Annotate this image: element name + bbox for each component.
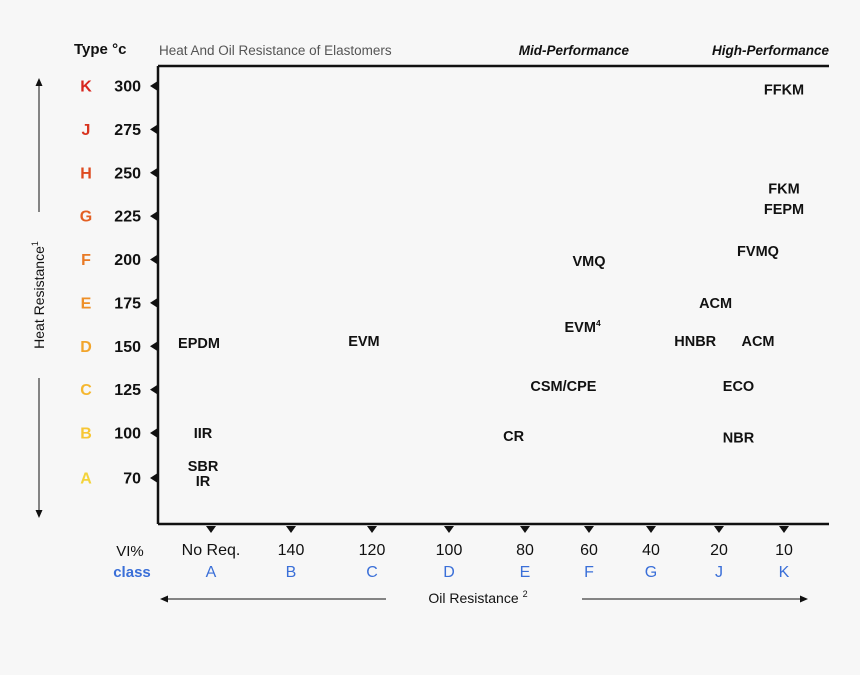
- x-class-label: J: [715, 564, 723, 581]
- y-axis-ticks: K 300 J 275 H 250 G 225 F 200 E 175 D 150 C 125 B 100 A 70: [80, 79, 157, 488]
- y-tick-marker: [150, 81, 157, 91]
- y-temp-label: 100: [114, 426, 141, 443]
- y-tick-marker: [150, 428, 157, 438]
- y-tick-marker: [150, 473, 157, 483]
- x-row-label-vi: VI%: [116, 543, 144, 560]
- x-tick-marker: [520, 526, 530, 533]
- x-vi-label: 20: [710, 542, 728, 559]
- x-tick-marker: [714, 526, 724, 533]
- x-vi-label: 140: [278, 542, 305, 559]
- elastomer-label: FFKM: [764, 82, 804, 98]
- data-points: FFKM FKM FEPM FVMQ VMQ ACM EVM4 HNBR ACM EPDM EVM C…: [178, 82, 804, 490]
- y-temp-label: 70: [123, 471, 141, 488]
- elastomer-label: ACM: [741, 334, 774, 350]
- x-tick-marker: [779, 526, 789, 533]
- elastomer-label: FKM: [768, 181, 799, 197]
- x-tick-marker: [367, 526, 377, 533]
- x-axis-ticks: No Req. A 140 B 120 C 100 D 80 E 60 F 40 G 20 J 10 K: [182, 526, 793, 581]
- y-type-label: H: [80, 165, 92, 182]
- y-type-label: F: [81, 252, 91, 269]
- elastomer-label: CR: [503, 429, 524, 445]
- x-class-label: E: [520, 564, 531, 581]
- y-axis-title: Heat Resistance1: [30, 241, 47, 349]
- y-tick-marker: [150, 255, 157, 264]
- elastomer-label: EPDM: [178, 336, 220, 352]
- heat-resistance-arrow: [35, 78, 43, 518]
- elastomer-label: ACM: [699, 296, 732, 312]
- x-vi-label: 120: [359, 542, 386, 559]
- chart-title: Heat And Oil Resistance of Elastomers: [159, 43, 392, 58]
- x-class-label: D: [443, 564, 455, 581]
- y-temp-label: 200: [114, 252, 141, 269]
- y-tick-marker: [150, 385, 157, 395]
- x-vi-label: 100: [436, 542, 463, 559]
- x-tick-marker: [206, 526, 216, 533]
- x-vi-label: 10: [775, 542, 793, 559]
- y-temp-label: 125: [114, 382, 141, 399]
- x-tick-marker: [584, 526, 594, 533]
- x-vi-label: 80: [516, 542, 534, 559]
- elastomer-label: IR: [196, 474, 211, 490]
- x-vi-label: No Req.: [182, 542, 241, 559]
- y-tick-marker: [150, 341, 157, 351]
- y-temp-label: 250: [114, 165, 141, 182]
- y-temp-label: 275: [114, 122, 141, 139]
- y-tick-marker: [150, 298, 157, 308]
- y-type-label: D: [80, 339, 92, 356]
- y-type-label: B: [80, 426, 92, 443]
- elastomer-label: HNBR: [674, 334, 716, 350]
- x-class-label: G: [645, 564, 657, 581]
- y-tick-marker: [150, 211, 157, 221]
- y-type-label: K: [80, 79, 92, 96]
- y-type-label: A: [80, 471, 92, 488]
- y-tick-marker: [150, 124, 157, 134]
- y-tick-marker: [150, 168, 157, 178]
- x-class-label: C: [366, 564, 378, 581]
- x-class-label: K: [779, 564, 790, 581]
- x-tick-marker: [286, 526, 296, 533]
- elastomer-label: VMQ: [572, 254, 605, 270]
- elastomer-label: ECO: [723, 379, 754, 395]
- elastomer-label: EVM: [348, 334, 379, 350]
- elastomer-label: FVMQ: [737, 244, 779, 260]
- x-class-label: A: [206, 564, 217, 581]
- x-tick-marker: [444, 526, 454, 533]
- x-class-label: B: [286, 564, 297, 581]
- x-class-label: F: [584, 564, 594, 581]
- header-type-label: Type °c: [74, 41, 126, 58]
- header-mid-performance: Mid-Performance: [519, 43, 630, 58]
- oil-resistance-arrow: [160, 595, 808, 603]
- y-temp-label: 175: [114, 295, 141, 312]
- x-tick-marker: [646, 526, 656, 533]
- elastomer-label: FEPM: [764, 202, 804, 218]
- x-vi-label: 40: [642, 542, 660, 559]
- x-axis-title: Oil Resistance 2: [428, 589, 527, 606]
- elastomer-label: SBR: [188, 459, 219, 475]
- elastomer-label: IIR: [194, 426, 213, 442]
- y-type-label: J: [82, 122, 91, 139]
- elastomer-label: NBR: [723, 431, 755, 447]
- x-vi-label: 60: [580, 542, 598, 559]
- elastomer-label: CSM/CPE: [530, 379, 596, 395]
- x-row-label-class: class: [113, 564, 151, 581]
- header-high-performance: High-Performance: [712, 43, 830, 58]
- y-temp-label: 150: [114, 339, 141, 356]
- elastomer-label: EVM4: [565, 318, 601, 336]
- y-type-label: E: [81, 295, 92, 312]
- y-type-label: G: [80, 209, 92, 226]
- y-temp-label: 225: [114, 209, 141, 226]
- y-type-label: C: [80, 382, 92, 399]
- y-temp-label: 300: [114, 79, 141, 96]
